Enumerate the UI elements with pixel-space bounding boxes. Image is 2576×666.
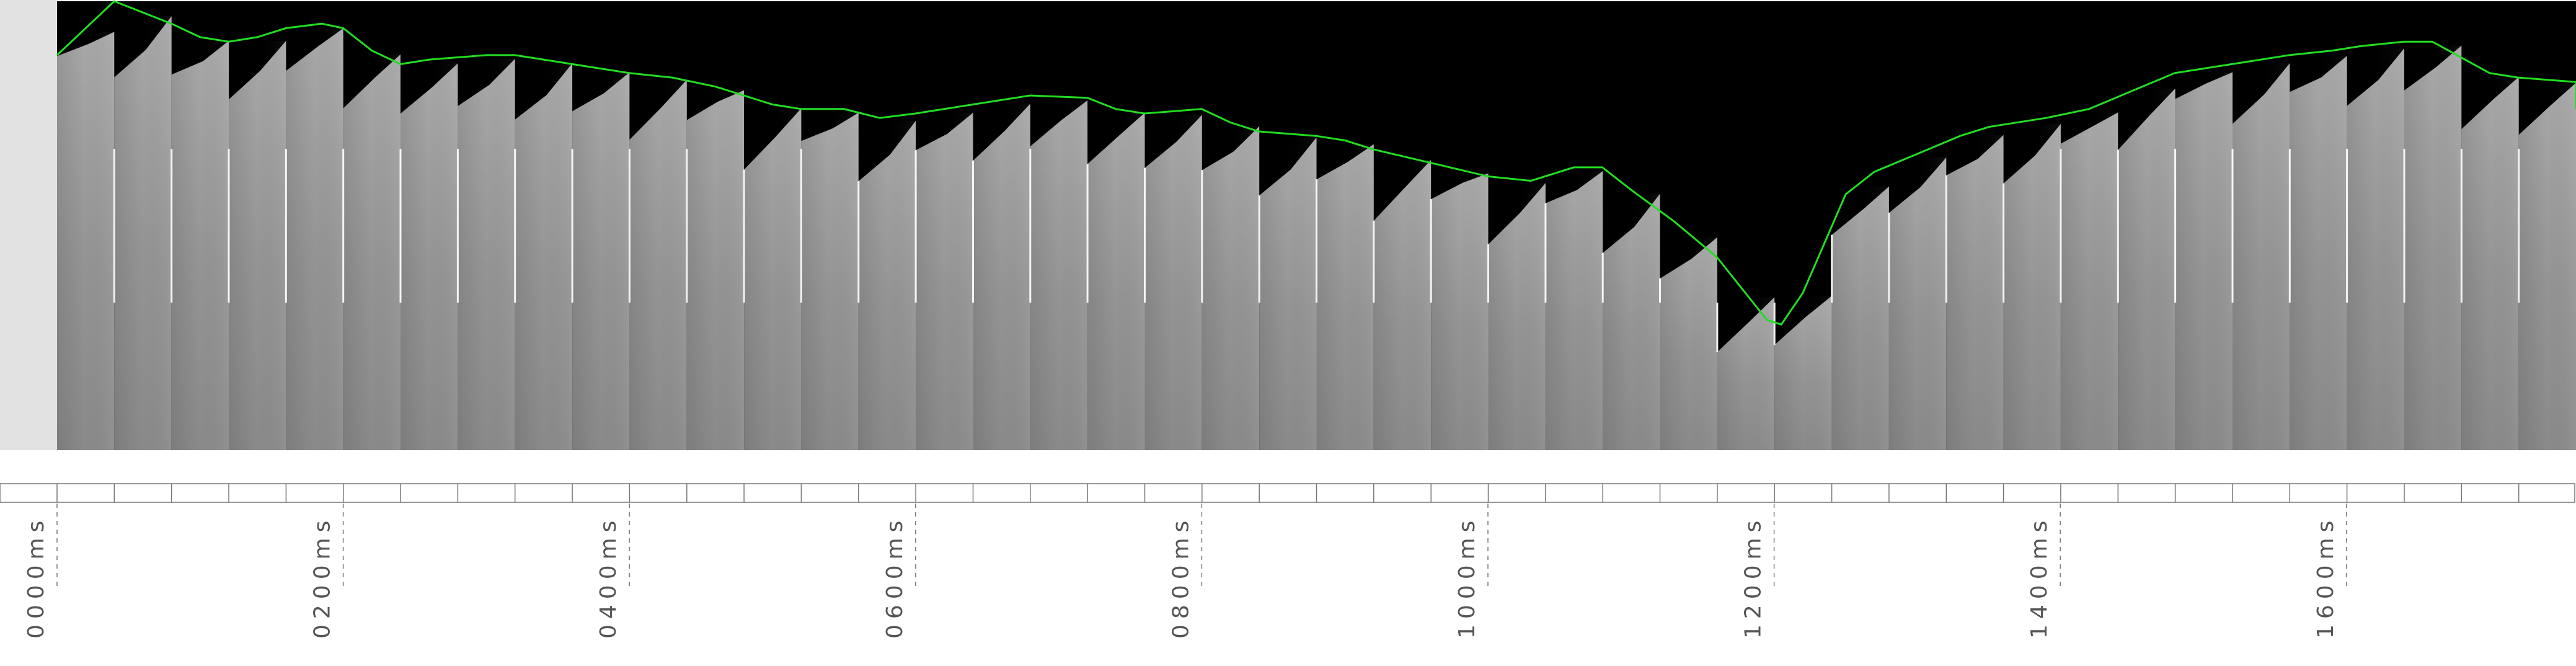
- frame-shading: [1831, 186, 1889, 450]
- frame-shading: [1259, 137, 1317, 450]
- frame-shading: [858, 120, 916, 450]
- time-tick-label: 0600ms: [882, 515, 908, 639]
- frame-shading: [1373, 159, 1432, 450]
- frame-shading: [401, 63, 458, 450]
- frame-shading: [686, 90, 745, 450]
- frame-shading: [1087, 112, 1145, 450]
- frame-shading: [2003, 123, 2061, 450]
- waterline-curve: [56, 0, 2576, 326]
- time-tick-label: 0400ms: [596, 515, 621, 639]
- frame-shading: [57, 32, 115, 450]
- frame-shading: [2461, 77, 2519, 450]
- time-tick-label: 1000ms: [1454, 515, 1480, 639]
- frame-shading: [1488, 183, 1546, 450]
- frame-shading: [916, 112, 973, 450]
- frame-shading: [1888, 157, 1947, 450]
- frame-shading: [629, 79, 687, 450]
- frame-shading: [229, 40, 286, 450]
- frame-separators: [113, 149, 2520, 352]
- frame-shading: [114, 16, 172, 450]
- frame-shading: [1946, 135, 2004, 450]
- frame-shading: [1030, 100, 1088, 450]
- time-tick-label: 1200ms: [1741, 515, 1766, 639]
- frame-shading: [2347, 48, 2404, 450]
- frame-shading: [2518, 82, 2576, 450]
- frame-shading: [458, 58, 515, 450]
- frame-shading: [286, 28, 343, 450]
- frame-shading: [515, 63, 572, 450]
- time-tick-label: 1600ms: [2313, 515, 2339, 639]
- time-tick-label: 0200ms: [310, 515, 335, 639]
- frame-shading: [1603, 193, 1660, 450]
- time-tick-label: 0800ms: [1168, 515, 1193, 639]
- frame-shading: [2290, 56, 2347, 450]
- frame-shading: [1431, 173, 1489, 450]
- frame-shading: [801, 112, 859, 450]
- reference-strip: [0, 0, 57, 450]
- frame-shading: [1202, 126, 1260, 450]
- frame-shading: [171, 40, 229, 450]
- frame-shading: [1545, 171, 1603, 450]
- time-axis: 0000ms 0200ms 0400ms 0600ms 0800ms 1000ms 1200…: [24, 504, 2347, 639]
- frame-shading: [2060, 112, 2118, 450]
- frame-shading: [343, 54, 401, 450]
- time-tick-label: 0000ms: [24, 515, 49, 639]
- timeline-bar: [0, 483, 2575, 503]
- timeline-frame-cells: [56, 484, 2520, 502]
- frame-shading: [744, 108, 802, 450]
- frame-shading: [2233, 63, 2290, 450]
- frame-shading: [2404, 45, 2462, 450]
- frame-shading: [1144, 115, 1202, 450]
- video-frames: [57, 16, 2576, 450]
- frame-shading: [1660, 237, 1717, 450]
- time-tick-label: 1400ms: [2027, 515, 2052, 639]
- frame-shading: [1717, 297, 1775, 450]
- frame-shading: [973, 104, 1030, 450]
- frame-shading: [1316, 144, 1374, 450]
- frame-shading: [1774, 296, 1832, 450]
- frame-shading: [2175, 72, 2233, 450]
- frame-shading: [2118, 88, 2175, 450]
- frame-shading: [572, 72, 630, 450]
